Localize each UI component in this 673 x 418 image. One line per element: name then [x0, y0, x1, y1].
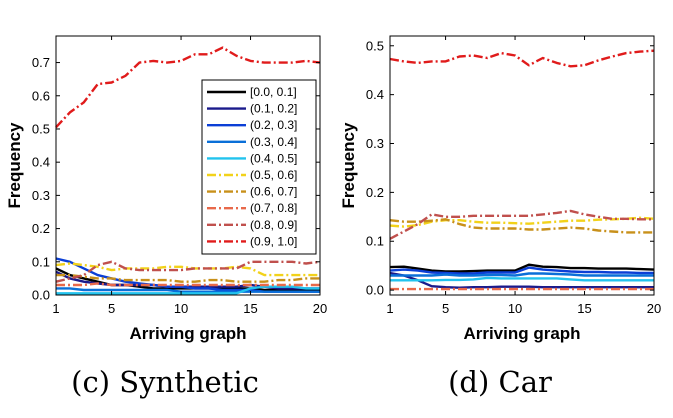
series-line-5: [55, 262, 320, 277]
y-tick-label: 0.3: [32, 188, 50, 203]
legend-label-5: (0.5, 0.6]: [250, 168, 297, 182]
y-tick-label: 0.2: [366, 185, 384, 200]
panel-caption: (d) Car: [448, 365, 552, 399]
legend-label-7: (0.7, 0.8]: [250, 201, 297, 215]
axes-frame: [55, 35, 321, 296]
y-tick-label: 0.0: [366, 283, 384, 298]
series-line-3: [390, 272, 654, 277]
x-tick-label: 15: [577, 301, 591, 316]
legend-label-4: (0.4, 0.5]: [250, 151, 297, 165]
y-tick-label: 0.0: [32, 288, 50, 303]
series-line-6: [389, 218, 654, 234]
y-tick-label: 0.3: [366, 136, 384, 151]
panel-synthetic: 1 5 10 15 200.00.10.20.30.40.50.60.7Arriving…: [5, 35, 327, 399]
series-line-2: [389, 266, 654, 275]
x-tick-label: 20: [313, 301, 327, 316]
x-tick-label: 10: [174, 301, 188, 316]
legend-label-2: (0.2, 0.3]: [250, 118, 297, 132]
series-line-6: [56, 273, 320, 283]
panel-caption: (c) Synthetic: [71, 365, 259, 399]
series-line-1: [389, 271, 654, 289]
series-line-7: [56, 282, 320, 287]
legend-label-6: (0.6, 0.7]: [250, 185, 297, 199]
y-tick-label: 0.5: [32, 121, 50, 136]
series-line-8: [55, 260, 321, 283]
y-tick-label: 0.2: [32, 221, 50, 236]
legend-label-0: [0.0, 0.1]: [250, 85, 297, 99]
y-tick-label: 0.4: [366, 87, 384, 102]
legend-label-8: (0.8, 0.9]: [250, 218, 297, 232]
x-axis-label: Arriving graph: [463, 324, 580, 343]
x-tick-label: 10: [508, 301, 522, 316]
series-line-9: [389, 49, 655, 68]
series-line-8: [389, 209, 654, 240]
y-tick-label: 0.5: [366, 38, 384, 53]
series-line-5: [389, 216, 655, 228]
y-tick-label: 0.4: [32, 155, 50, 170]
axes-frame: [389, 35, 655, 296]
y-tick-label: 0.7: [32, 55, 50, 70]
series-line-3: [56, 287, 320, 293]
legend: [0.0, 0.1] (0.1, 0.2] (0.2, 0.3] (0.3, 0.4]…: [201, 79, 317, 255]
y-tick-label: 0.1: [366, 234, 384, 249]
y-axis-label: Frequency: [5, 122, 24, 209]
y-axis-label: Frequency: [339, 122, 358, 209]
series-line-4: [390, 276, 654, 282]
x-tick-label: 1: [52, 301, 59, 316]
series-line-4: [56, 285, 320, 295]
series-line-9: [55, 46, 321, 129]
x-axis-label: Arriving graph: [129, 324, 246, 343]
x-tick-label: 1: [386, 301, 393, 316]
x-tick-label: 5: [442, 301, 449, 316]
legend-label-3: (0.3, 0.4]: [250, 135, 297, 149]
y-tick-label: 0.6: [32, 88, 50, 103]
legend-label-9: (0.9, 1.0]: [250, 234, 297, 248]
series-line-0: [389, 263, 655, 273]
x-tick-label: 15: [243, 301, 257, 316]
x-tick-label: 5: [108, 301, 115, 316]
x-tick-label: 20: [647, 301, 661, 316]
y-tick-label: 0.1: [32, 254, 50, 269]
legend-label-1: (0.1, 0.2]: [250, 102, 297, 116]
